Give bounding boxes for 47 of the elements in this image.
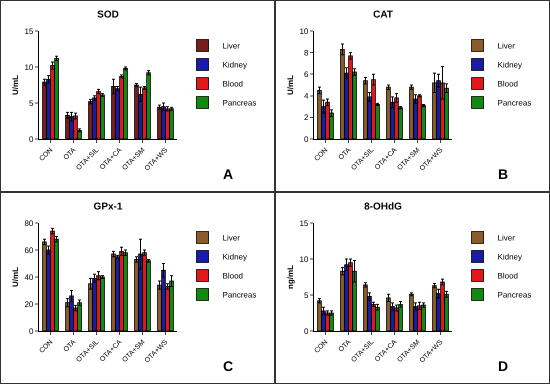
legend-label: Pancreas [498, 98, 532, 108]
y-tick-label: 5 [304, 290, 309, 300]
y-tick-label: 0 [304, 326, 309, 336]
legend-label: Liver [222, 42, 240, 51]
y-tick-label: 0 [28, 134, 34, 144]
y-tick-label: 0 [304, 134, 309, 144]
legend-label: Liver [222, 234, 240, 243]
text: A [223, 166, 234, 182]
y-axis-title: U/mL [286, 74, 296, 95]
chart-title: 8-OHdG [364, 202, 402, 212]
chart-title: GPx-1 [94, 202, 123, 212]
y-tick-label: 2 [304, 113, 309, 122]
legend-label: Blood [222, 80, 243, 89]
y-tick-label: 15 [24, 26, 34, 36]
text: D [498, 358, 508, 374]
chart-title: CAT [373, 10, 393, 20]
y-tick-label: 10 [299, 26, 309, 36]
legend-label: Blood [498, 272, 518, 281]
y-tick-label: 6 [304, 70, 309, 79]
legend-label: Kidney [498, 60, 522, 70]
text: B [498, 166, 508, 182]
legend-label: Blood [222, 272, 243, 281]
legend-label: Kidney [222, 60, 247, 70]
y-tick-label: 20 [24, 300, 34, 309]
y-tick-label: 4 [304, 92, 309, 101]
y-axis-title: U/mL [11, 266, 20, 287]
y-tick-label: 60 [24, 246, 34, 255]
legend-label: Kidney [498, 252, 522, 262]
y-tick-label: 80 [24, 218, 34, 228]
legend-label: Blood [498, 80, 518, 89]
legend-label: Pancreas [222, 98, 256, 108]
y-tick-label: 10 [299, 254, 309, 264]
legend-label: Liver [498, 42, 516, 51]
text: C [223, 358, 234, 374]
legend-label: Liver [498, 234, 516, 243]
y-tick-label: 0 [28, 326, 34, 336]
y-tick-label: 40 [24, 272, 34, 282]
y-tick-label: 8 [304, 48, 309, 58]
y-tick-label: 10 [24, 62, 34, 72]
legend-label: Kidney [222, 252, 247, 262]
y-tick-label: 15 [299, 218, 309, 228]
legend-label: Pancreas [222, 290, 256, 300]
chart-title: SOD [97, 10, 119, 20]
y-tick-label: 5 [28, 98, 34, 108]
y-axis-title: U/mL [11, 74, 20, 95]
y-axis-title: ng/mL [286, 264, 296, 289]
legend-label: Pancreas [498, 290, 532, 300]
